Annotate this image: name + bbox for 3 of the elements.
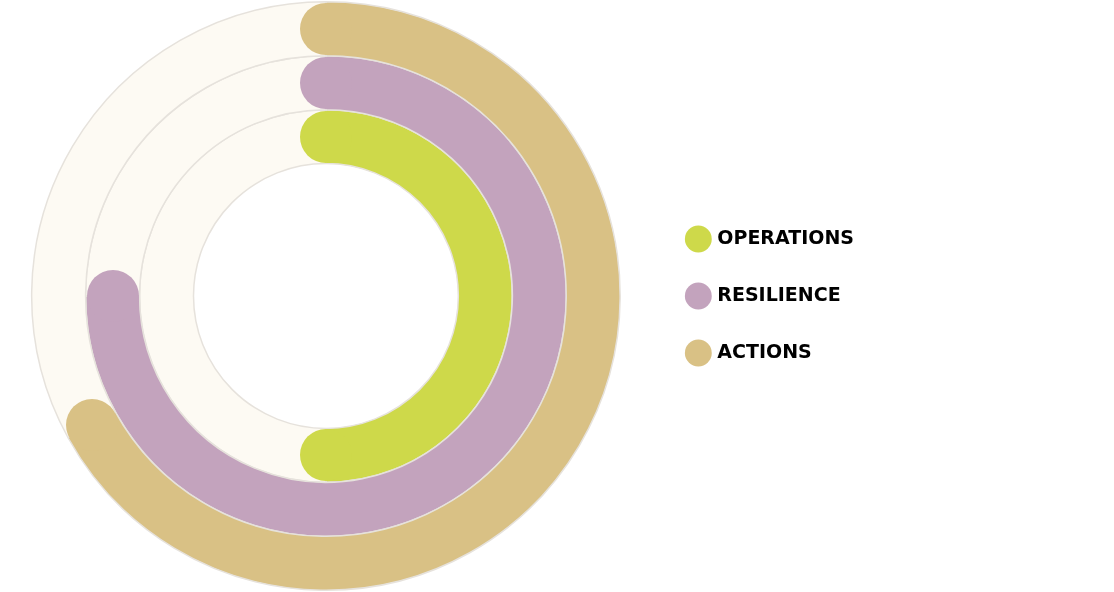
legend-label: OPERATIONS	[717, 225, 854, 248]
legend-label: ACTIONS	[717, 339, 812, 362]
legend-label: RESILIENCE	[717, 282, 841, 305]
